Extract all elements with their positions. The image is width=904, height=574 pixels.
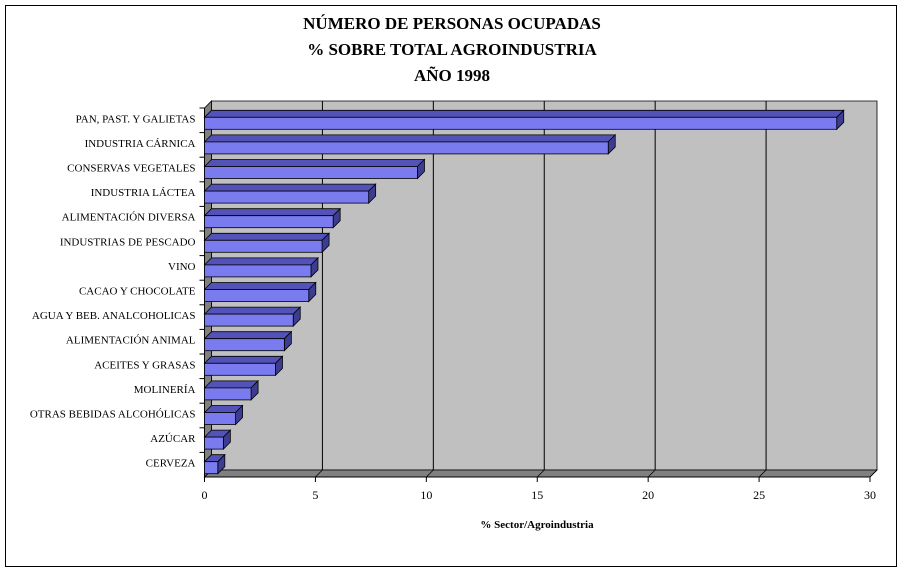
gridline-floor xyxy=(869,469,878,478)
bar xyxy=(204,362,276,376)
category-label: INDUSTRIA CÁRNICA xyxy=(85,138,196,150)
gridline-floor xyxy=(536,469,545,478)
gridline-floor xyxy=(758,469,767,478)
bar-top xyxy=(203,282,317,290)
bar xyxy=(204,215,334,229)
category-label: AGUA Y BEB. ANALCOHOLICAS xyxy=(32,310,196,322)
chart-title-line-2: % SOBRE TOTAL AGROINDUSTRIA xyxy=(307,40,597,59)
category-label: ALIMENTACIÓN DIVERSA xyxy=(62,212,196,224)
bar-top xyxy=(203,183,377,192)
bar xyxy=(204,166,418,179)
category-label: INDUSTRIAS DE PESCADO xyxy=(60,236,196,248)
gridline-floor xyxy=(647,469,656,478)
gridline-floor xyxy=(315,469,323,478)
x-tick-label: 25 xyxy=(753,488,765,502)
x-tick-label: 20 xyxy=(642,488,654,502)
bar-top xyxy=(203,331,293,340)
category-label: OTRAS BEBIDAS ALCOHÓLICAS xyxy=(30,409,196,421)
category-label: ACEITES Y GRASAS xyxy=(94,359,195,371)
bar xyxy=(204,412,236,425)
x-tick-label: 30 xyxy=(864,488,876,502)
category-label: PAN, PAST. Y GALIETAS xyxy=(76,113,196,125)
bar xyxy=(204,141,609,155)
bar xyxy=(204,313,294,327)
bar xyxy=(204,239,323,253)
category-label: VINO xyxy=(168,261,196,273)
bar xyxy=(204,190,370,204)
bar xyxy=(204,338,285,352)
x-tick-label: 15 xyxy=(531,488,543,502)
category-label: INDUSTRIA LÁCTEA xyxy=(91,187,196,199)
x-axis-label: % Sector/Agroindustria xyxy=(480,519,594,531)
category-label: CONSERVAS VEGETALES xyxy=(67,163,195,175)
x-tick-label: 5 xyxy=(312,488,318,502)
chart-frame xyxy=(5,5,897,567)
chart-title-line-3: AÑO 1998 xyxy=(414,66,490,85)
bar xyxy=(204,289,310,302)
bar-top xyxy=(203,306,302,315)
bar xyxy=(204,116,838,130)
bar xyxy=(204,436,224,450)
bar-top xyxy=(203,134,617,143)
bar-top xyxy=(203,208,342,217)
bar-top xyxy=(203,232,331,241)
chart-title-line-1: NÚMERO DE PERSONAS OCUPADAS xyxy=(303,14,601,33)
category-label: ALIMENTACIÓN ANIMAL xyxy=(66,335,196,347)
bar xyxy=(204,264,312,278)
x-tick-label: 0 xyxy=(202,488,208,502)
category-label: CACAO Y CHOCOLATE xyxy=(79,286,196,298)
bar-top xyxy=(203,380,260,389)
category-label: AZÚCAR xyxy=(150,433,196,445)
category-label: MOLINERÍA xyxy=(134,384,196,396)
bar-top xyxy=(203,355,284,364)
bar xyxy=(204,461,219,475)
bar-top xyxy=(203,257,319,266)
bar-top xyxy=(203,109,845,118)
category-label: CERVEZA xyxy=(146,458,196,470)
bar-top xyxy=(203,159,426,167)
bar xyxy=(204,387,252,401)
gridline-floor xyxy=(426,469,434,478)
x-tick-label: 10 xyxy=(420,488,432,502)
